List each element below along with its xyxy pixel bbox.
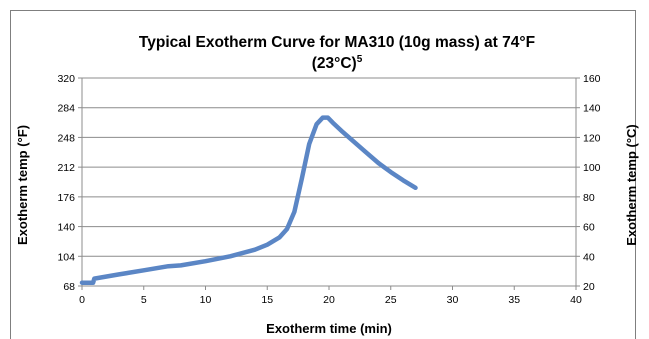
y-right-tick-label: 40 bbox=[583, 251, 595, 263]
chart-title-line-2-text: (23°C) bbox=[312, 55, 357, 72]
y-axis-right-title: Exotherm temp (°C) bbox=[624, 124, 639, 246]
y-left-tick-label: 140 bbox=[57, 222, 75, 234]
gridlines bbox=[82, 77, 576, 287]
series-line bbox=[79, 115, 418, 285]
y-left-tick-label: 320 bbox=[57, 73, 75, 85]
y-right-tick-label: 160 bbox=[583, 73, 601, 85]
chart-title-line-2: (23°C)5 bbox=[312, 54, 363, 72]
y-left-tick-label: 104 bbox=[57, 251, 75, 263]
y-right-tick-label: 20 bbox=[583, 281, 595, 293]
x-axis-title: Exotherm time (min) bbox=[266, 321, 392, 336]
x-tick-label: 0 bbox=[79, 294, 85, 306]
x-tick-label: 15 bbox=[261, 294, 273, 306]
y-right-tick-label: 140 bbox=[583, 103, 601, 115]
chart-title-line-1: Typical Exotherm Curve for MA310 (10g ma… bbox=[139, 34, 535, 51]
y-left-tick-label: 284 bbox=[57, 103, 75, 115]
x-tick-label: 5 bbox=[141, 294, 147, 306]
y-left-tick-label: 212 bbox=[57, 162, 75, 174]
plot-axes bbox=[78, 77, 580, 290]
y-right-tick-label: 80 bbox=[583, 192, 595, 204]
x-tick-label: 40 bbox=[570, 294, 582, 306]
y-right-tick-label: 100 bbox=[583, 162, 601, 174]
y-left-tick-label: 176 bbox=[57, 192, 75, 204]
chart-frame bbox=[10, 10, 636, 339]
x-tick-label: 25 bbox=[385, 294, 397, 306]
x-tick-label: 30 bbox=[447, 294, 459, 306]
x-tick-label: 35 bbox=[508, 294, 520, 306]
chart-title-superscript: 5 bbox=[357, 54, 363, 65]
y-right-tick-label: 120 bbox=[583, 132, 601, 144]
y-axis-left-title: Exotherm temp (°F) bbox=[15, 125, 30, 245]
series-group bbox=[79, 115, 418, 285]
y-right-tick-label: 60 bbox=[583, 222, 595, 234]
y-left-tick-label: 248 bbox=[57, 132, 75, 144]
x-tick-label: 20 bbox=[323, 294, 335, 306]
y-left-tick-label: 68 bbox=[63, 281, 75, 293]
x-tick-label: 10 bbox=[200, 294, 212, 306]
